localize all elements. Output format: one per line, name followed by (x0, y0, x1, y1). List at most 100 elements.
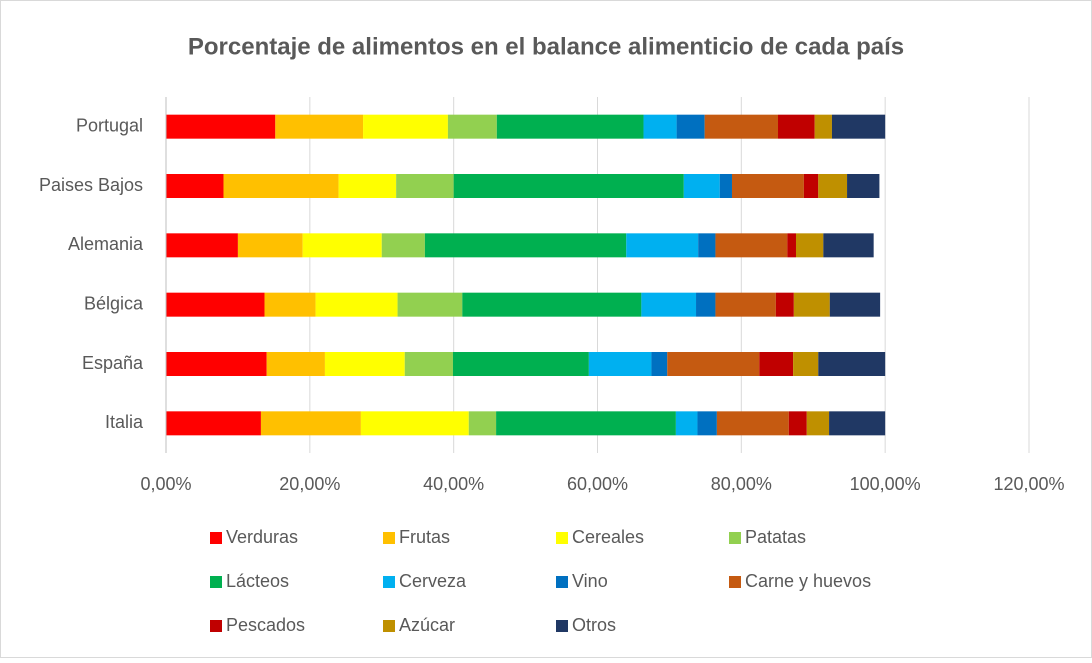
bar-segment (275, 114, 364, 139)
bar-segment (166, 352, 267, 376)
bar-segment (626, 233, 699, 258)
bar-segment (381, 233, 425, 258)
bar-segment (315, 292, 398, 317)
bar-segment (683, 174, 720, 198)
bar-segment (697, 411, 717, 436)
bar-segment (166, 292, 265, 317)
bar-segment (360, 411, 469, 436)
bar-segment (397, 292, 463, 317)
bar-segment (847, 174, 880, 198)
x-tick-label: 120,00% (993, 474, 1064, 494)
bar-segment (447, 114, 497, 139)
bar-segment (643, 114, 677, 139)
bar-segment (302, 233, 382, 258)
bar-segment (223, 174, 339, 198)
bar-segment (829, 292, 881, 317)
bar-segment (166, 114, 276, 139)
legend-label: Cereales (572, 527, 644, 547)
legend-label: Pescados (226, 615, 305, 635)
bar-segment (719, 174, 732, 198)
bar-segment (715, 233, 788, 258)
legend-swatch (383, 620, 395, 632)
bar-segment (731, 174, 804, 198)
bar-segment (716, 411, 789, 436)
legend-swatch (729, 576, 741, 588)
x-tick-label: 100,00% (850, 474, 921, 494)
bar-segment (818, 174, 848, 198)
bar-segment (324, 352, 405, 376)
bar-segment (698, 233, 716, 258)
bar-segment (453, 174, 684, 198)
bar-segment (651, 352, 668, 376)
bar-segment (496, 114, 644, 139)
legend-label: Patatas (745, 527, 806, 547)
legend-swatch (383, 576, 395, 588)
y-tick-label: Alemania (68, 234, 144, 254)
x-tick-label: 60,00% (567, 474, 628, 494)
y-tick-label: Paises Bajos (39, 175, 143, 195)
legend-swatch (210, 532, 222, 544)
bar-segment (793, 352, 819, 376)
bar-segment (795, 233, 824, 258)
chart-title: Porcentaje de alimentos en el balance al… (188, 33, 904, 60)
bar-segment (806, 411, 830, 436)
legend-label: Lácteos (226, 571, 289, 591)
bar-segment (831, 114, 886, 139)
bar-segment (452, 352, 589, 376)
legend-label: Frutas (399, 527, 450, 547)
legend-label: Cerveza (399, 571, 467, 591)
legend-label: Azúcar (399, 615, 455, 635)
y-tick-label: Portugal (76, 115, 143, 135)
bar-segment (641, 292, 697, 317)
bar-segment (496, 411, 676, 436)
bar-segment (715, 292, 776, 317)
bar-segment (803, 174, 819, 198)
bar-segment (704, 114, 779, 139)
bar-segment (775, 292, 794, 317)
legend-label: Verduras (226, 527, 298, 547)
bar-segment (676, 114, 705, 139)
bar-segment (404, 352, 453, 376)
bar-segment (363, 114, 448, 139)
bar-segment (788, 411, 807, 436)
bar-segment (829, 411, 886, 436)
legend-swatch (210, 576, 222, 588)
x-tick-label: 40,00% (423, 474, 484, 494)
bar-segment (793, 292, 830, 317)
bar-segment (468, 411, 497, 436)
legend-label: Carne y huevos (745, 571, 871, 591)
bar-segment (338, 174, 397, 198)
legend-swatch (210, 620, 222, 632)
x-tick-label: 80,00% (711, 474, 772, 494)
legend-label: Vino (572, 571, 608, 591)
bar-segment (166, 233, 238, 258)
y-tick-label: Italia (105, 412, 144, 432)
x-tick-label: 20,00% (279, 474, 340, 494)
bar-segment (787, 233, 796, 258)
bar-segment (260, 411, 361, 436)
legend-swatch (556, 532, 568, 544)
bar-segment (818, 352, 886, 376)
legend-label: Otros (572, 615, 616, 635)
bar-segment (778, 114, 815, 139)
legend-swatch (556, 576, 568, 588)
bar-segment (696, 292, 716, 317)
bar-segment (237, 233, 303, 258)
bar-segment (396, 174, 454, 198)
legend-swatch (729, 532, 741, 544)
bar-segment (166, 411, 261, 436)
bar-segment (667, 352, 760, 376)
legend-swatch (556, 620, 568, 632)
bar-segment (814, 114, 832, 139)
y-tick-label: Bélgica (84, 293, 144, 313)
legend-swatch (383, 532, 395, 544)
bar-segment (266, 352, 325, 376)
y-tick-label: España (82, 353, 144, 373)
bar-segment (759, 352, 794, 376)
bar-segment (424, 233, 627, 258)
bar-segment (588, 352, 652, 376)
bar-segment (264, 292, 316, 317)
bar-segment (675, 411, 698, 436)
